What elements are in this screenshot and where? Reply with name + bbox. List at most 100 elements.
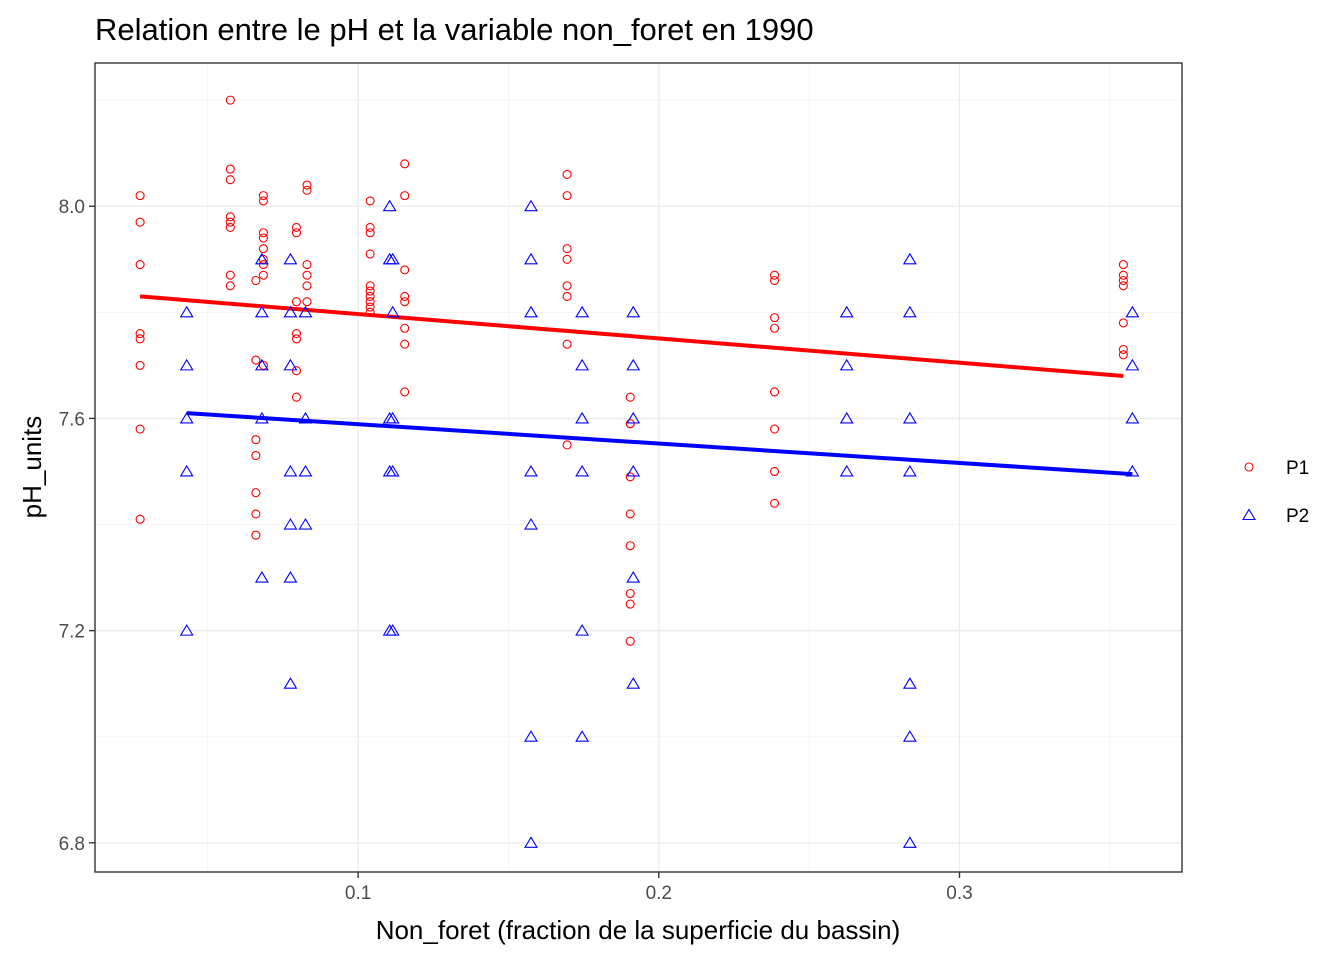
point-P1 [258,244,268,254]
point-P1 [562,191,572,201]
point-P1 [400,265,410,275]
point-P1 [302,260,312,270]
point-P1 [365,222,375,233]
chart-title: Relation entre le pH et la variable non_… [95,12,814,47]
point-P1 [302,297,312,307]
point-P1 [562,291,572,301]
point-P1 [770,270,780,280]
point-P2 [626,411,641,424]
point-P2 [575,305,590,318]
point-P1 [562,339,572,349]
point-P1 [291,334,302,344]
point-P1 [251,355,261,365]
point-P1 [258,260,268,270]
point-P1 [225,217,235,227]
point-P2 [254,252,269,265]
y-tick-label: 7.2 [59,622,85,643]
data-points [135,95,1140,848]
point-P1 [400,323,410,333]
point-P2 [902,836,917,848]
point-P2 [626,358,641,371]
y-tick-label: 8.0 [59,197,85,218]
point-P2 [839,464,854,477]
point-P2 [575,358,590,371]
x-tick-label: 0.2 [646,883,672,904]
point-P1 [135,260,145,270]
point-P1 [562,254,572,264]
point-P2 [839,411,854,424]
y-axis-title: pH_units [17,416,47,519]
point-P1 [770,466,780,477]
point-P2 [626,677,641,689]
point-P2 [298,517,313,530]
y-tick-label: 7.6 [59,409,85,430]
point-P2 [283,252,298,265]
point-P1 [291,297,302,307]
point-P1 [400,291,410,301]
point-P1 [225,281,235,291]
point-P2 [179,464,194,477]
point-P1 [625,472,635,482]
legend-key-P2 [1242,508,1256,521]
axes: 0.1 0.2 0.3 6.8 7.2 7.6 8.0 [59,197,973,904]
point-P1 [291,228,302,238]
point-P1 [302,185,312,195]
point-P2 [1125,358,1140,371]
point-P1 [625,509,635,519]
point-P1 [562,281,572,291]
point-P1 [225,222,235,233]
point-P1 [365,281,375,291]
grid [95,63,1182,872]
point-P1 [251,275,261,286]
point-P1 [400,159,410,169]
y-tick-label: 6.8 [59,834,85,855]
point-P1 [400,191,410,201]
point-P1 [302,180,312,190]
point-P2 [283,677,298,689]
point-P2 [179,624,194,636]
point-P1 [770,498,780,508]
point-P2 [1125,305,1140,318]
point-P2 [385,624,400,636]
point-P2 [524,836,538,848]
point-P1 [770,323,780,333]
point-P2 [1125,411,1140,424]
point-P1 [365,249,375,259]
trend-lines [139,294,1133,477]
point-P2 [575,730,590,742]
point-P2 [179,358,194,371]
point-P2 [902,730,917,742]
point-P1 [400,297,410,307]
point-P1 [258,191,268,201]
point-P2 [626,571,641,583]
point-P2 [524,730,538,742]
point-P1 [251,435,261,445]
point-P1 [1118,270,1128,280]
point-P2 [902,305,917,318]
point-P1 [625,588,635,599]
point-P2 [902,411,917,424]
trend-line-P2 [186,411,1133,477]
point-P2 [283,464,298,477]
point-P1 [135,329,145,339]
point-P2 [626,305,641,318]
point-P1 [258,228,268,238]
point-P2 [385,252,400,265]
point-P2 [626,464,641,477]
point-P2 [254,305,269,318]
point-P1 [365,297,375,307]
point-P1 [365,228,375,238]
point-P1 [291,329,302,339]
point-P1 [365,307,375,317]
point-P1 [258,196,268,206]
point-P2 [524,464,538,477]
point-P1 [135,191,145,201]
point-P1 [365,196,375,206]
point-P2 [524,305,538,318]
point-P2 [179,305,194,318]
point-P1 [225,164,235,174]
point-P2 [524,252,538,265]
point-P1 [625,392,635,402]
point-P1 [258,233,268,243]
